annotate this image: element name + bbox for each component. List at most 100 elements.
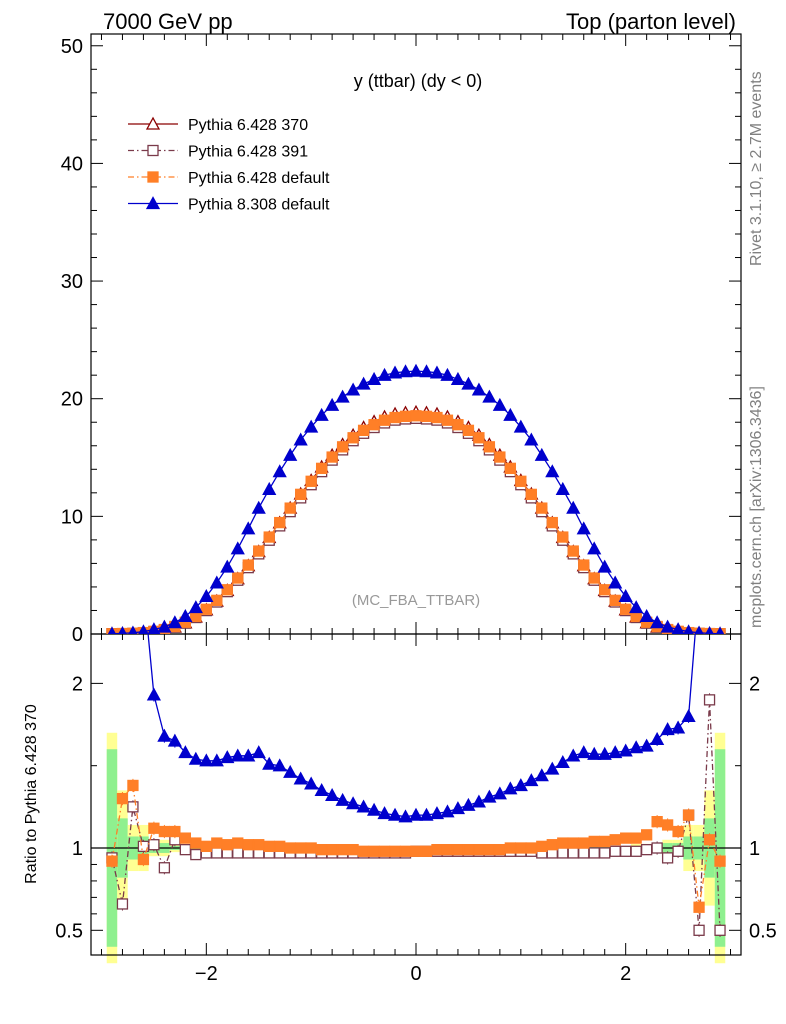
ratio-point	[325, 787, 340, 801]
ratio-point	[566, 748, 581, 762]
ratio-point	[263, 840, 275, 853]
ratio-point	[190, 848, 202, 861]
rivet-version-label: Rivet 3.1.10, ≥ 2.7M events	[748, 71, 765, 266]
data-point	[452, 419, 464, 431]
ratio-point	[555, 755, 570, 769]
mcplots-credit-label: mcplots.cern.ch [arXiv:1306.3436]	[748, 386, 765, 628]
ratio-point	[609, 845, 621, 857]
ratio-point	[106, 855, 118, 867]
ratio-point	[494, 843, 506, 856]
data-point	[274, 516, 286, 529]
ratio-point	[693, 901, 705, 913]
ratio-point	[357, 845, 370, 857]
ratio-point	[597, 746, 612, 760]
data-point	[650, 615, 665, 629]
data-point	[356, 376, 371, 390]
ratio-point	[461, 797, 476, 811]
data-point	[211, 594, 223, 607]
ratio-series-layer	[106, 348, 726, 937]
ratio-axis-label: Ratio to Pythia 6.428 370	[23, 704, 40, 884]
data-point	[157, 619, 172, 633]
data-point	[660, 619, 675, 633]
data-point	[546, 516, 558, 529]
ratio-point	[241, 748, 256, 762]
data-point	[566, 500, 581, 514]
ratio-point	[618, 743, 633, 757]
data-point	[314, 407, 329, 421]
ratio-point	[157, 728, 172, 742]
ratio-point	[546, 839, 558, 851]
xtick-label: 0	[410, 963, 421, 985]
ratio-point	[620, 845, 632, 857]
data-point	[683, 624, 694, 634]
ratio-point	[389, 845, 401, 857]
ratio-point	[503, 781, 518, 795]
ratio-point	[242, 839, 254, 851]
ratio-point	[305, 842, 317, 854]
ratio-point	[651, 842, 663, 854]
series-group	[106, 348, 726, 937]
ratio-point	[116, 430, 128, 441]
data-point	[315, 462, 328, 475]
data-point	[272, 464, 287, 478]
ratio-point	[452, 843, 464, 856]
ratio-point	[232, 847, 244, 859]
ratio-point	[148, 822, 160, 834]
ratio-point	[599, 835, 611, 848]
ratio-point	[335, 792, 350, 806]
ratio-point	[272, 758, 287, 772]
ratio-point	[693, 924, 705, 936]
data-point	[167, 615, 182, 629]
axes-group: 0 10 20 30 40 50 −2 0 2 0.5 0.5 1 1 2 2	[55, 33, 777, 985]
data-point	[503, 407, 518, 421]
ratio-point	[630, 832, 642, 844]
ratio-point	[714, 348, 726, 359]
ratio-point	[366, 802, 382, 816]
ratio-point	[137, 579, 149, 590]
ratio-point	[398, 809, 413, 823]
ratio-point	[158, 862, 171, 874]
header-process-label: Top (parton level)	[566, 9, 736, 34]
data-point	[545, 464, 560, 478]
ratio-point	[253, 839, 265, 851]
ratio-point	[221, 839, 233, 851]
ratio-point	[620, 832, 632, 844]
data-point	[408, 363, 424, 377]
ratio-point	[188, 751, 203, 765]
data-point	[387, 365, 403, 379]
data-point	[209, 575, 224, 589]
data-point	[347, 432, 359, 444]
ratio-point	[588, 835, 600, 848]
legend: Pythia 6.428 370 Pythia 6.428 391 Pythia 6…	[128, 116, 330, 214]
xtick-label: 2	[620, 963, 631, 985]
xtick-label: −2	[195, 963, 218, 985]
ratio-ytick-label: 1	[72, 838, 83, 860]
ratio-point	[190, 837, 202, 849]
ratio-point	[420, 845, 433, 857]
data-point	[483, 441, 496, 453]
legend-marker	[147, 144, 159, 157]
main-ytick-label: 30	[61, 271, 83, 293]
data-point	[576, 521, 591, 535]
data-point	[284, 502, 296, 514]
data-point	[336, 441, 349, 453]
ratio-point	[137, 853, 150, 866]
ratio-point	[450, 801, 466, 815]
data-point	[335, 389, 350, 403]
data-point	[366, 371, 382, 385]
data-point	[262, 481, 277, 495]
data-point	[241, 521, 256, 535]
legend-label: Pythia 6.428 391	[188, 144, 308, 161]
ratio-point	[232, 837, 244, 849]
data-point	[694, 625, 704, 634]
ratio-point	[293, 771, 308, 785]
data-point	[515, 475, 527, 487]
data-point	[567, 545, 579, 557]
main-series-layer	[106, 363, 726, 634]
ratio-point	[230, 748, 245, 762]
data-point	[357, 424, 370, 437]
ratio-ytick-label-right: 2	[749, 673, 760, 695]
data-point	[462, 424, 475, 437]
ratio-point	[127, 801, 139, 813]
